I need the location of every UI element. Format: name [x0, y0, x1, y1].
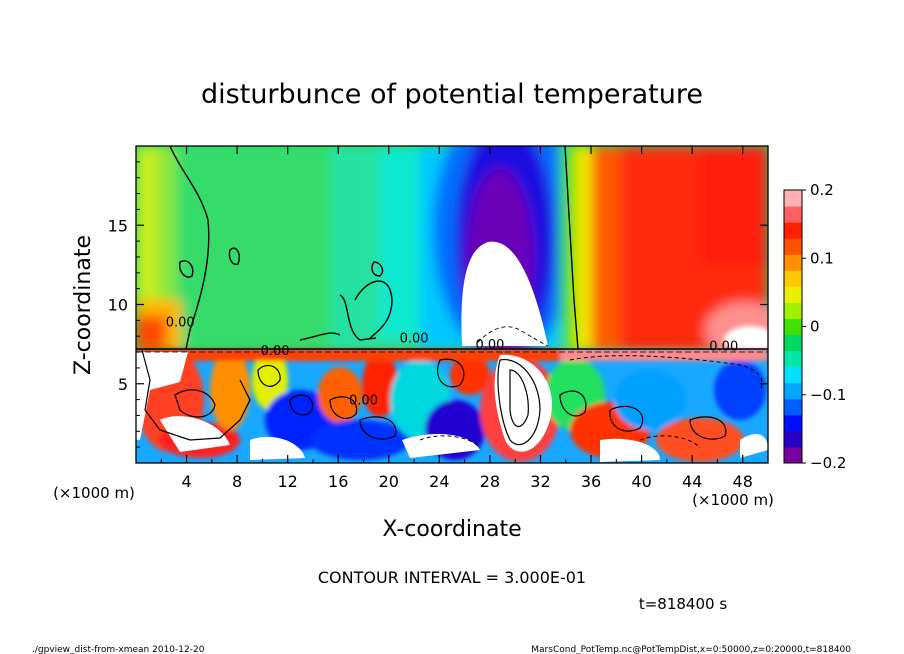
- footer-left: ./gpview_dist-from-xmean 2010-12-20: [32, 645, 205, 654]
- contour-label: 0.00: [166, 316, 195, 331]
- contour-label: 0.00: [261, 344, 290, 359]
- time-text: t=818400 s: [639, 595, 727, 613]
- x-tick-label: 36: [581, 472, 601, 491]
- colorbar-segment: [784, 382, 802, 400]
- heatmap-field: 0.00 0.00 0.00 0.00 0.00 0.00: [136, 146, 768, 463]
- contour-label: 0.00: [709, 339, 738, 354]
- colorbar-label: 0.1: [810, 249, 834, 267]
- colorbar-segment: [784, 270, 802, 287]
- contour-label: 0.00: [349, 393, 378, 408]
- x-tick-label: 28: [480, 472, 500, 491]
- colorbar-segment: [784, 350, 802, 368]
- colorbar-segment: [784, 334, 802, 352]
- colorbar-segment: [784, 366, 802, 384]
- contour-label: 0.00: [400, 332, 429, 347]
- colorbar-segment: [784, 430, 802, 448]
- x-tick-label: 40: [631, 472, 651, 491]
- colorbar-segment: [784, 190, 802, 207]
- colorbar-label: −0.1: [810, 386, 846, 404]
- x-tick-label: 20: [379, 472, 399, 491]
- colorbar-segment: [784, 286, 802, 303]
- x-unit-right: (×1000 m): [692, 491, 774, 509]
- y-tick-label: 10: [108, 296, 128, 315]
- y-tick-label: 5: [118, 375, 128, 394]
- x-tick-label: 44: [682, 472, 702, 491]
- footer-right: MarsCond_PotTemp.nc@PotTempDist,x=0:5000…: [531, 645, 851, 654]
- x-tick-label: 16: [328, 472, 348, 491]
- x-tick-label: 8: [232, 472, 242, 491]
- y-axis: 5 10 15: [108, 161, 768, 448]
- y-axis-label: Z-coordinate: [71, 235, 96, 375]
- colorbar-segment: [784, 238, 802, 255]
- colorbar-label: 0.2: [810, 181, 834, 199]
- contour-label: 0.00: [475, 338, 504, 353]
- x-tick-label: 12: [278, 472, 298, 491]
- colorbar-label: 0: [810, 318, 820, 336]
- x-tick-label: 4: [181, 472, 191, 491]
- x-unit-left: (×1000 m): [53, 484, 135, 502]
- x-axis-label: X-coordinate: [382, 517, 521, 542]
- x-tick-label: 32: [530, 472, 550, 491]
- contour-interval-text: CONTOUR INTERVAL = 3.000E-01: [318, 568, 586, 587]
- y-tick-label: 15: [108, 216, 128, 235]
- colorbar-segment: [784, 414, 802, 432]
- colorbar: 0.2 0.1 0 −0.1 −0.2: [783, 181, 846, 472]
- colorbar-segment: [784, 222, 802, 239]
- x-axis: 4 8 12 16 20 24 28 32 36 40 44 48: [160, 146, 753, 491]
- colorbar-segment: [784, 398, 802, 416]
- chart-title: disturbunce of potential temperature: [201, 79, 703, 110]
- colorbar-label: −0.2: [810, 454, 846, 472]
- colorbar-segment: [784, 302, 802, 319]
- colorbar-segment: [784, 318, 802, 336]
- colorbar-segment: [784, 254, 802, 271]
- x-tick-label: 48: [733, 472, 753, 491]
- colorbar-segment: [784, 206, 802, 223]
- colorbar-segment: [784, 446, 802, 464]
- x-tick-label: 24: [429, 472, 449, 491]
